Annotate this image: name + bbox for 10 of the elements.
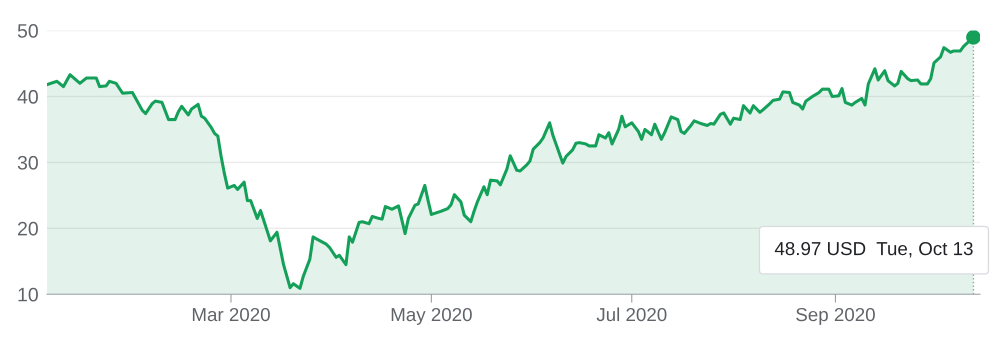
annotation: 48.97 USD Tue, Oct 13 xyxy=(774,242,973,258)
y-tick-label: 50 xyxy=(18,24,38,38)
y-tick-label: 40 xyxy=(17,90,38,104)
x-tick-label: May 2020 xyxy=(392,308,472,325)
y-tick-label: 10 xyxy=(18,288,38,302)
x-tick-label: Sep 2020 xyxy=(796,308,875,325)
y-tick-label: 30 xyxy=(18,156,38,170)
x-tick-label: Jul 2020 xyxy=(596,307,666,322)
y-tick-label: 20 xyxy=(18,222,38,236)
x-tick-label: Mar 2020 xyxy=(192,308,270,322)
